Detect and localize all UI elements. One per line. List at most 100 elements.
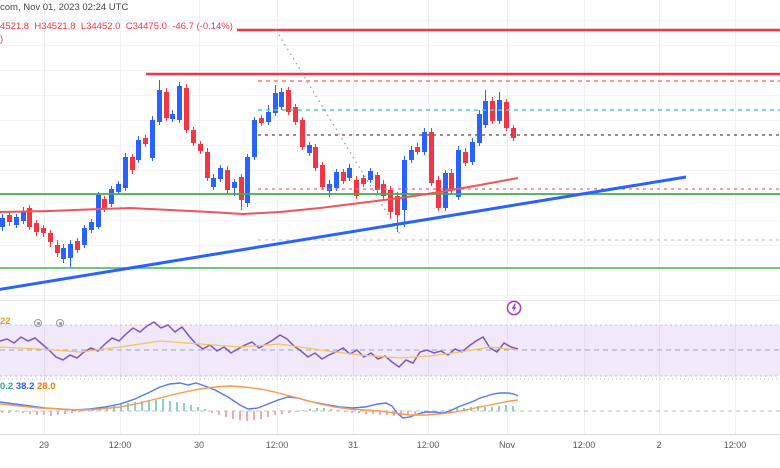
histogram-bar bbox=[393, 411, 395, 416]
histogram-bar bbox=[505, 405, 507, 411]
macd-value-3: 28.0 bbox=[37, 381, 56, 392]
histogram-bar bbox=[225, 411, 227, 417]
candlestick bbox=[496, 100, 502, 121]
histogram-bar bbox=[281, 411, 283, 414]
histogram-bar bbox=[155, 400, 157, 411]
time-axis-label: 12:00 bbox=[416, 440, 440, 450]
time-axis-label: 31 bbox=[347, 440, 359, 450]
candlestick bbox=[20, 211, 26, 221]
candlestick bbox=[210, 178, 216, 187]
histogram-bar bbox=[218, 411, 220, 415]
histogram-bar bbox=[337, 410, 339, 411]
candlestick bbox=[482, 101, 488, 125]
time-axis-label: 2 bbox=[656, 440, 662, 450]
histogram-bar bbox=[372, 411, 374, 414]
histogram-bar bbox=[512, 406, 514, 411]
candlestick bbox=[421, 132, 427, 152]
candlestick bbox=[95, 195, 101, 227]
candlestick bbox=[306, 145, 312, 153]
candlestick bbox=[122, 157, 128, 188]
candlestick bbox=[428, 132, 434, 183]
histogram-bar bbox=[351, 411, 353, 413]
candlestick bbox=[115, 184, 121, 192]
histogram-bar bbox=[232, 411, 234, 419]
candlestick bbox=[462, 152, 468, 163]
candlestick bbox=[367, 171, 373, 180]
time-axis-label: 12:00 bbox=[572, 440, 596, 450]
candlestick bbox=[169, 114, 175, 119]
gridline-horizontal bbox=[0, 245, 780, 246]
time-axis-label: 12:00 bbox=[265, 440, 289, 450]
candlestick bbox=[394, 196, 400, 215]
histogram-bar bbox=[176, 402, 178, 411]
drawn-diagonal-dotted bbox=[275, 29, 402, 237]
candlestick bbox=[81, 228, 87, 245]
histogram-bar bbox=[99, 408, 101, 411]
candlestick bbox=[135, 140, 141, 160]
histogram-bar bbox=[22, 411, 24, 413]
histogram-bar bbox=[386, 411, 388, 415]
candlestick bbox=[448, 173, 454, 190]
flash-circle-icon[interactable] bbox=[506, 300, 522, 316]
histogram-bar bbox=[36, 411, 38, 415]
histogram-bar bbox=[141, 401, 143, 411]
candlestick bbox=[380, 184, 386, 196]
histogram-bar bbox=[498, 406, 500, 411]
histogram-bar bbox=[344, 411, 346, 412]
candlestick bbox=[60, 248, 66, 259]
histogram-bar bbox=[148, 400, 150, 411]
histogram-bar bbox=[428, 411, 430, 413]
candlestick bbox=[149, 120, 155, 158]
candlestick bbox=[6, 215, 12, 222]
gridline-horizontal bbox=[0, 120, 780, 121]
gridline-horizontal bbox=[0, 70, 780, 71]
candlestick bbox=[272, 93, 278, 113]
histogram-bar bbox=[253, 411, 255, 420]
pane-divider bbox=[0, 300, 780, 301]
candlestick bbox=[129, 157, 135, 170]
candlestick bbox=[101, 199, 107, 208]
rsi-band bbox=[0, 325, 780, 376]
candlestick bbox=[326, 184, 332, 191]
gridline-horizontal bbox=[0, 145, 780, 146]
candlestick bbox=[278, 92, 284, 107]
candlestick bbox=[67, 244, 73, 258]
histogram-bar bbox=[127, 403, 129, 411]
histogram-bar bbox=[400, 411, 402, 416]
candlestick bbox=[442, 173, 448, 208]
histogram-bar bbox=[365, 411, 367, 414]
candlestick bbox=[244, 157, 250, 203]
histogram-bar bbox=[190, 405, 192, 411]
candlestick bbox=[414, 147, 420, 152]
candlestick bbox=[476, 114, 482, 143]
histogram-bar bbox=[295, 411, 297, 412]
candlestick bbox=[197, 144, 203, 151]
candlestick bbox=[387, 190, 393, 212]
candlestick bbox=[292, 107, 298, 122]
candlestick bbox=[190, 130, 196, 143]
candlestick bbox=[156, 90, 162, 122]
histogram-bar bbox=[456, 408, 458, 411]
time-axis-label: 12:00 bbox=[108, 440, 132, 450]
histogram-bar bbox=[449, 409, 451, 411]
candlestick bbox=[346, 168, 352, 178]
histogram-bar bbox=[197, 407, 199, 411]
candlestick bbox=[142, 138, 148, 144]
time-axis-label: Nov bbox=[498, 440, 516, 450]
candlestick bbox=[360, 178, 366, 184]
candlestick bbox=[163, 92, 169, 118]
histogram-bar bbox=[274, 411, 276, 415]
candlestick bbox=[108, 189, 114, 204]
histogram-bar bbox=[204, 409, 206, 411]
pane-divider bbox=[0, 434, 780, 435]
histogram-bar bbox=[92, 409, 94, 411]
histogram-bar bbox=[246, 411, 248, 421]
histogram-bar bbox=[358, 411, 360, 413]
histogram-bar bbox=[106, 407, 108, 411]
histogram-bar bbox=[78, 411, 80, 412]
time-axis-label: 12:00 bbox=[723, 440, 747, 450]
histogram-bar bbox=[211, 411, 213, 413]
candlestick bbox=[74, 241, 80, 250]
histogram-bar bbox=[309, 409, 311, 411]
